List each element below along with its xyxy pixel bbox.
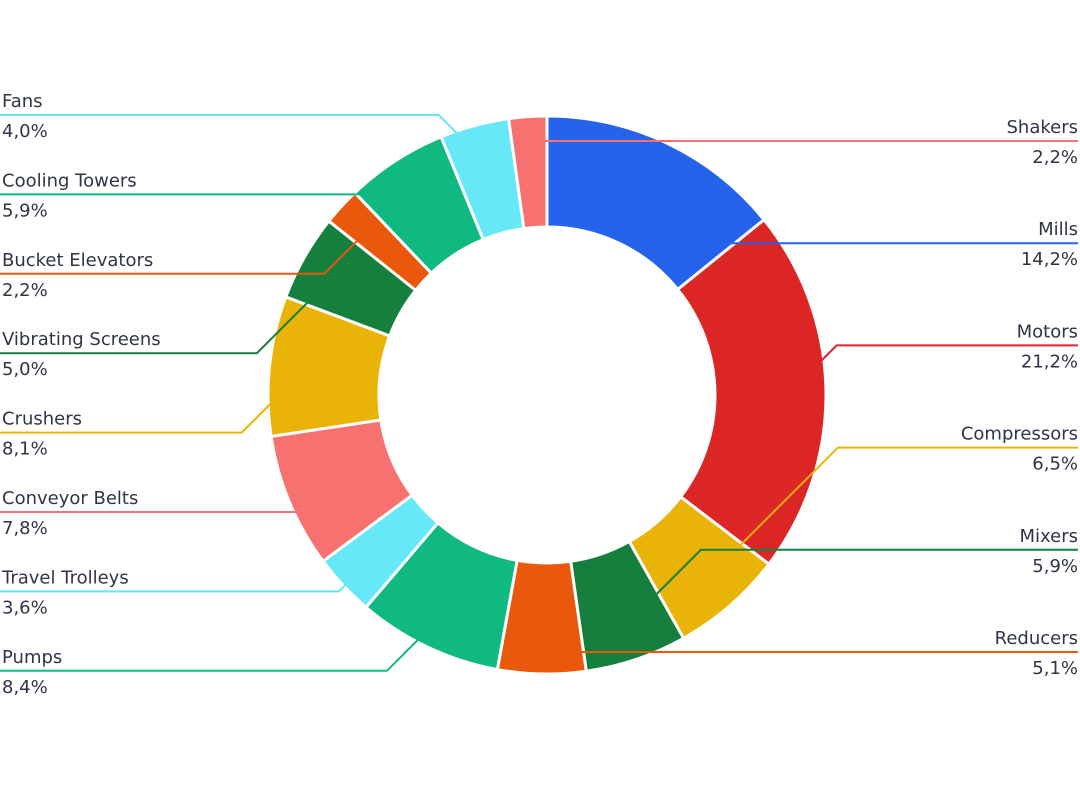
- slice-value: 5,0%: [2, 359, 48, 380]
- slice-label: Conveyor Belts: [2, 488, 138, 509]
- slice-value: 4,0%: [2, 121, 48, 142]
- slice-label: Crushers: [2, 409, 82, 430]
- leader-line: [0, 614, 444, 672]
- leader-line: [529, 140, 1078, 153]
- slice-label: Compressors: [961, 424, 1078, 445]
- leader-line: [0, 229, 369, 275]
- leader-line: [706, 446, 1078, 580]
- leader-line: [0, 274, 336, 355]
- slice-label: Cooling Towers: [2, 170, 137, 191]
- leader-line: [0, 114, 485, 161]
- slice-value: 21,2%: [1021, 351, 1078, 372]
- slice-value: 14,2%: [1021, 249, 1078, 270]
- slice-label: Reducers: [995, 628, 1078, 649]
- slice: [675, 217, 828, 567]
- slice-label: Shakers: [1007, 117, 1079, 138]
- leader-line: [789, 344, 1078, 393]
- slice-value: 3,6%: [2, 597, 48, 618]
- slice-value: 7,8%: [2, 518, 48, 539]
- leader-line: [624, 548, 1078, 627]
- slice-value: 5,9%: [1032, 556, 1078, 577]
- slice-value: 8,1%: [2, 439, 48, 460]
- leader-line: [651, 174, 1078, 245]
- slice-label: Motors: [1017, 321, 1078, 342]
- leader-line: [541, 637, 1078, 653]
- slice-value: 6,5%: [1032, 454, 1078, 475]
- slice-label: Travel Trolleys: [1, 567, 129, 588]
- slice-value: 5,1%: [1032, 658, 1078, 679]
- leader-line: [0, 487, 323, 513]
- slice-value: 2,2%: [2, 280, 48, 301]
- slice-label: Bucket Elevators: [2, 250, 153, 271]
- slice-label: Fans: [2, 91, 43, 112]
- slice-value: 8,4%: [2, 677, 48, 698]
- slice-value: 5,9%: [2, 200, 48, 221]
- leader-line: [0, 368, 306, 434]
- slice-value: 2,2%: [1032, 147, 1078, 168]
- leader-line: [0, 189, 416, 196]
- slice-label: Vibrating Screens: [2, 329, 161, 350]
- slice-label: Pumps: [2, 647, 62, 668]
- slice-label: Mills: [1038, 219, 1078, 240]
- slice-label: Mixers: [1020, 526, 1078, 547]
- leader-line: [0, 560, 370, 593]
